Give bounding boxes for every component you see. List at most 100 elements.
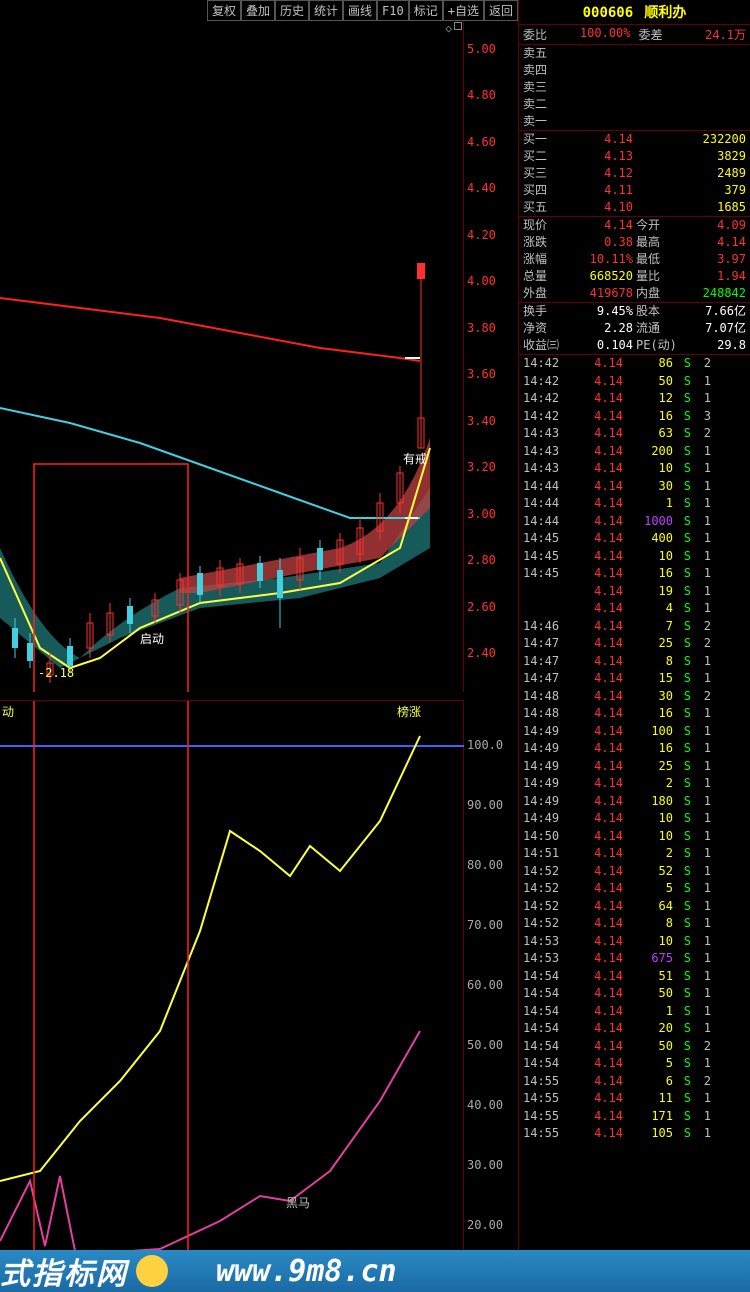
tick-row: 14:434.1463S2 xyxy=(519,425,750,443)
ytick: 3.00 xyxy=(467,507,496,521)
tick-row: 14:554.146S2 xyxy=(519,1073,750,1091)
ask-row: 卖二 xyxy=(519,96,750,113)
candlestick-chart[interactable]: 启动 有戒 -2.18 xyxy=(0,18,464,692)
tick-count: 1 xyxy=(691,478,711,496)
toolbar-btn-复权[interactable]: 复权 xyxy=(207,0,241,21)
tick-count: 1 xyxy=(691,968,711,986)
toolbar: 复权叠加历史统计画线F10标记+自选返回 xyxy=(207,0,518,21)
ob-vol: 232200 xyxy=(633,131,746,148)
toolbar-btn-画线[interactable]: 画线 xyxy=(343,0,377,21)
ob-vol xyxy=(633,62,746,79)
tick-qty: 1 xyxy=(623,1003,673,1021)
tick-count: 2 xyxy=(691,425,711,443)
stat-label: 股本 xyxy=(633,303,673,320)
tick-side: S xyxy=(673,495,691,513)
tick-row: 14:494.142S1 xyxy=(519,775,750,793)
tick-price: 4.14 xyxy=(563,355,623,373)
ytick: 4.00 xyxy=(467,274,496,288)
tick-row: 14:524.1464S1 xyxy=(519,898,750,916)
tick-row: 14:444.141S1 xyxy=(519,495,750,513)
tick-time: 14:45 xyxy=(523,548,563,566)
stat-label: 现价 xyxy=(523,217,561,234)
tick-side: S xyxy=(673,530,691,548)
bid-row: 买四4.11379 xyxy=(519,182,750,199)
tick-side: S xyxy=(673,775,691,793)
tick-row: 14:534.14675S1 xyxy=(519,950,750,968)
tick-row: 4.1419S1 xyxy=(519,583,750,601)
ob-price xyxy=(553,62,633,79)
tick-count: 1 xyxy=(691,670,711,688)
tick-side: S xyxy=(673,828,691,846)
bid-row: 买一4.14232200 xyxy=(519,131,750,148)
tick-row: 14:544.1451S1 xyxy=(519,968,750,986)
tick-count: 1 xyxy=(691,1125,711,1143)
tick-side: S xyxy=(673,618,691,636)
tick-row: 14:454.1410S1 xyxy=(519,548,750,566)
ask-row: 卖四 xyxy=(519,62,750,79)
tick-price: 4.14 xyxy=(563,793,623,811)
tick-qty: 10 xyxy=(623,810,673,828)
tick-side: S xyxy=(673,635,691,653)
tick-side: S xyxy=(673,513,691,531)
stock-code: 000606 xyxy=(583,5,634,21)
stat-value: 0.104 xyxy=(561,337,633,354)
tick-row: 14:424.1412S1 xyxy=(519,390,750,408)
stat-label: 量比 xyxy=(633,268,673,285)
tick-price: 4.14 xyxy=(563,565,623,583)
tick-side: S xyxy=(673,1055,691,1073)
stats-row: 净资2.28流通7.07亿 xyxy=(519,320,750,337)
tick-time: 14:54 xyxy=(523,1038,563,1056)
toolbar-btn-历史[interactable]: 历史 xyxy=(275,0,309,21)
ytick: 2.40 xyxy=(467,646,496,660)
ob-price xyxy=(553,79,633,96)
tick-count: 1 xyxy=(691,1090,711,1108)
ob-vol: 1685 xyxy=(633,199,746,216)
toolbar-btn-F10[interactable]: F10 xyxy=(377,0,409,21)
tick-row: 14:434.1410S1 xyxy=(519,460,750,478)
ask-row: 卖一 xyxy=(519,113,750,130)
tick-qty: 16 xyxy=(623,565,673,583)
tick-side: S xyxy=(673,863,691,881)
tick-qty: 7 xyxy=(623,618,673,636)
tick-time: 14:53 xyxy=(523,933,563,951)
tick-qty: 64 xyxy=(623,898,673,916)
tick-row: 14:424.1416S3 xyxy=(519,408,750,426)
stat-value: 9.45% xyxy=(561,303,633,320)
tick-time: 14:48 xyxy=(523,705,563,723)
stats-row: 现价4.14今开4.09 xyxy=(519,217,750,234)
tick-time: 14:49 xyxy=(523,793,563,811)
stat-value: 7.07亿 xyxy=(673,320,746,337)
tick-count: 1 xyxy=(691,880,711,898)
tick-qty: 100 xyxy=(623,723,673,741)
tick-side: S xyxy=(673,880,691,898)
ytick: 4.40 xyxy=(467,181,496,195)
ob-price: 4.11 xyxy=(553,182,633,199)
toolbar-btn-标记[interactable]: 标记 xyxy=(409,0,443,21)
bid-row: 买五4.101685 xyxy=(519,199,750,216)
tick-row: 14:534.1410S1 xyxy=(519,933,750,951)
tick-row: 14:494.14100S1 xyxy=(519,723,750,741)
tick-qty: 2 xyxy=(623,775,673,793)
tick-qty: 15 xyxy=(623,670,673,688)
ytick: 60.00 xyxy=(467,978,503,992)
tick-time: 14:49 xyxy=(523,758,563,776)
委比-value: 100.00% xyxy=(551,26,639,43)
indicator-chart[interactable]: 动 榜涨 黑马 xyxy=(0,700,464,1260)
tick-time: 14:54 xyxy=(523,1020,563,1038)
tick-qty: 2 xyxy=(623,845,673,863)
ticks-list[interactable]: 14:424.1486S214:424.1450S114:424.1412S11… xyxy=(519,355,750,1260)
tick-price: 4.14 xyxy=(563,933,623,951)
tick-price: 4.14 xyxy=(563,583,623,601)
toolbar-btn-统计[interactable]: 统计 xyxy=(309,0,343,21)
toolbar-btn-叠加[interactable]: 叠加 xyxy=(241,0,275,21)
toolbar-btn-+自选[interactable]: +自选 xyxy=(443,0,484,21)
tick-time: 14:47 xyxy=(523,670,563,688)
tick-qty: 50 xyxy=(623,373,673,391)
tick-time: 14:54 xyxy=(523,1055,563,1073)
toolbar-btn-返回[interactable]: 返回 xyxy=(484,0,518,21)
tick-time: 14:52 xyxy=(523,898,563,916)
tick-side: S xyxy=(673,373,691,391)
tick-qty: 8 xyxy=(623,653,673,671)
tick-time: 14:51 xyxy=(523,845,563,863)
tick-row: 14:424.1486S2 xyxy=(519,355,750,373)
